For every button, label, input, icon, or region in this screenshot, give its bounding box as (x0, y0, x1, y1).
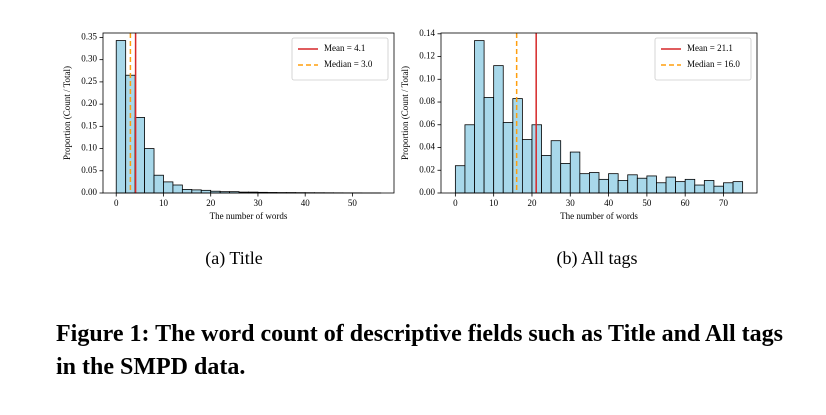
y-tick-label: 0.25 (81, 76, 97, 86)
x-tick-label: 50 (348, 198, 358, 208)
y-tick-label: 0.10 (419, 73, 435, 83)
bar (134, 117, 145, 194)
x-tick-label: 0 (453, 198, 458, 208)
bar (454, 165, 466, 194)
x-tick-label: 50 (642, 198, 652, 208)
x-tick-label: 70 (719, 198, 729, 208)
bar (172, 184, 183, 194)
bar (191, 189, 202, 194)
bar (732, 181, 744, 194)
y-tick-label: 0.15 (81, 120, 97, 130)
bar (675, 181, 686, 194)
x-tick-label: 0 (114, 198, 119, 208)
y-tick-label: 0.30 (81, 54, 97, 64)
bar (684, 178, 696, 194)
x-tick-label: 60 (681, 198, 691, 208)
y-tick-label: 0.08 (419, 96, 435, 106)
bar (464, 124, 475, 194)
bar (646, 175, 657, 194)
bar (541, 155, 552, 194)
legend-label: Median = 3.0 (324, 59, 373, 69)
y-tick-label: 0.12 (419, 51, 435, 61)
bar (579, 173, 590, 194)
bar (723, 182, 734, 194)
y-tick-label: 0.02 (419, 164, 435, 174)
y-tick-label: 0.35 (81, 32, 97, 42)
bar (181, 189, 193, 194)
bar (512, 98, 523, 194)
legend-label: Median = 16.0 (687, 59, 740, 69)
subfigure-caption: (b) All tags (557, 248, 638, 269)
y-tick-label: 0.14 (419, 28, 435, 38)
bar (163, 181, 174, 194)
x-axis-label: The number of words (560, 211, 638, 221)
bar (144, 148, 155, 194)
bar (589, 172, 600, 194)
x-tick-label: 20 (527, 198, 537, 208)
legend-label: Mean = 4.1 (324, 43, 365, 53)
bar (550, 140, 562, 194)
bar (521, 139, 533, 194)
subfigure-caption: (a) Title (205, 248, 263, 269)
bar (656, 182, 667, 194)
figure-caption: Figure 1: The word count of descriptive … (56, 321, 783, 380)
axes-frame (440, 32, 758, 194)
x-tick-label: 30 (253, 198, 263, 208)
y-axis-label: Proportion (Count / Total) (62, 66, 72, 160)
bar (560, 163, 571, 194)
bar (115, 40, 127, 194)
bar (493, 65, 504, 194)
x-tick-label: 30 (566, 198, 576, 208)
y-tick-label: 0.00 (419, 187, 435, 197)
x-tick-label: 10 (159, 198, 169, 208)
bar (713, 185, 724, 194)
axes-frame (102, 32, 395, 194)
y-tick-label: 0.00 (81, 187, 97, 197)
charts: 0 10 20 30 40 50 0.00 0.05 0.10 0.15 0.20 0.25 0.30 0… (62, 28, 758, 269)
bar (636, 177, 648, 194)
y-tick-label: 0.20 (81, 98, 97, 108)
bar (502, 122, 514, 194)
x-tick-label: 40 (301, 198, 311, 208)
bar (703, 180, 715, 194)
x-axis-label: The number of words (210, 211, 288, 221)
bar (608, 173, 619, 194)
legend-label: Mean = 21.1 (687, 43, 733, 53)
x-tick-label: 20 (206, 198, 216, 208)
bar (483, 97, 495, 194)
y-tick-label: 0.04 (419, 142, 435, 152)
bar (474, 40, 485, 194)
bar (627, 174, 638, 194)
y-tick-label: 0.05 (81, 165, 97, 175)
x-tick-label: 10 (489, 198, 499, 208)
bar (153, 174, 164, 194)
bar (665, 176, 677, 194)
y-tick-label: 0.10 (81, 143, 97, 153)
y-tick-label: 0.06 (419, 119, 435, 129)
bar (569, 151, 581, 194)
bar (598, 178, 609, 194)
y-axis-label: Proportion (Count / Total) (400, 66, 410, 160)
bar (694, 184, 705, 194)
x-tick-label: 40 (604, 198, 614, 208)
bar (617, 180, 629, 194)
